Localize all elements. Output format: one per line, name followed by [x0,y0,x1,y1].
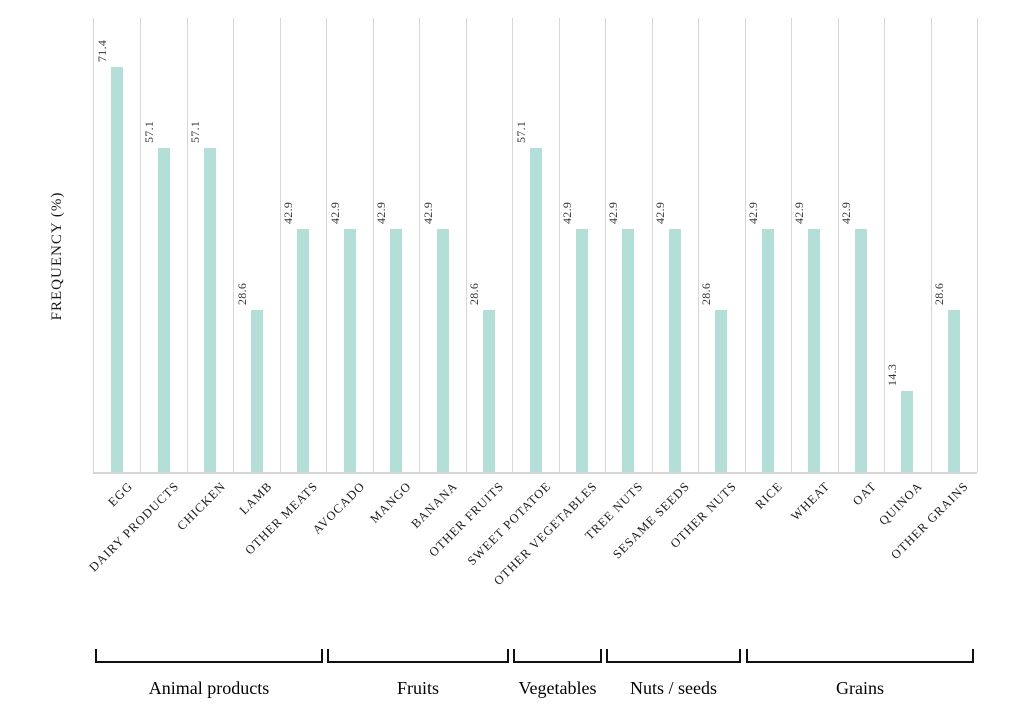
bar-value-label: 42.9 [792,201,806,224]
x-axis-label-egg: EGG [104,479,136,510]
bar-value-label: 28.6 [235,282,249,305]
group-bracket-vegetables [513,649,602,663]
gridline [419,18,420,472]
x-axis-label-mango: MANGO [367,479,414,526]
bar-value-label: 28.6 [932,282,946,305]
bar-tree-nuts [622,229,634,472]
gridline [559,18,560,472]
gridline [652,18,653,472]
group-label-fruits: Fruits [396,678,439,698]
group-label-animal-products: Animal products [148,678,270,698]
bar-other-vegetables [576,229,588,472]
bar-lamb [251,310,263,472]
gridline [280,18,281,472]
bar-value-label: 42.9 [560,201,574,224]
bar-value-label: 42.9 [374,201,388,224]
gridline [977,18,978,472]
group-label-nuts-seeds: Nuts / seeds [630,678,717,698]
gridline [373,18,374,472]
y-axis-title: FREQUENCY (%) [49,191,65,321]
gridline [187,18,188,472]
bar-banana [437,229,449,472]
bar-sweet-potatoe [530,148,542,472]
x-axis-label-oat: OAT [849,479,879,509]
group-label-vegetables: Vegetables [518,678,597,698]
group-bracket-animal-products [95,649,323,663]
gridline [931,18,932,472]
bar-dairy-products [158,148,170,472]
gridline [884,18,885,472]
bar-sesame-seeds [669,229,681,472]
x-axis-label-lamb: LAMB [236,479,275,518]
bar-value-label: 42.9 [281,201,295,224]
bar-other-nuts [715,310,727,472]
x-axis-label-dairy-products: DAIRY PRODUCTS [86,479,182,575]
gridline [140,18,141,472]
bar-value-label: 57.1 [188,120,202,143]
x-axis-label-rice: RICE [752,479,786,512]
bar-rice [762,229,774,472]
bar-wheat [808,229,820,472]
bar-avocado [344,229,356,472]
bar-egg [111,67,123,472]
gridline [233,18,234,472]
gridline [466,18,467,472]
x-axis-label-wheat: WHEAT [787,479,833,524]
bar-quinoa [901,391,913,472]
gridline [512,18,513,472]
group-label-grains: Grains [836,678,884,698]
bar-value-label: 42.9 [839,201,853,224]
bar-value-label: 57.1 [142,120,156,143]
bar-other-fruits [483,310,495,472]
group-bracket-nuts-seeds [606,649,741,663]
bar-value-label: 42.9 [746,201,760,224]
bar-chicken [204,148,216,472]
bar-oat [855,229,867,472]
gridline [698,18,699,472]
bar-mango [390,229,402,472]
x-axis-label-chicken: CHICKEN [173,479,229,534]
bar-value-label: 42.9 [421,201,435,224]
x-axis-label-sweet-potatoe: SWEET POTATOE [464,479,554,569]
bar-value-label: 28.6 [699,282,713,305]
gridline [791,18,792,472]
bar-value-label: 28.6 [467,282,481,305]
bar-other-grains [948,310,960,472]
group-bracket-fruits [327,649,509,663]
bar-value-label: 42.9 [606,201,620,224]
bar-other-meats [297,229,309,472]
bar-value-label: 71.4 [95,39,109,62]
gridline [838,18,839,472]
gridline [326,18,327,472]
bar-value-label: 42.9 [328,201,342,224]
plot-area: 71.4 57.1 57.1 28.6 42.9 42.9 42.9 42.9 28.6 57.1… [93,18,978,474]
group-bracket-grains [746,649,974,663]
gridline [605,18,606,472]
bar-value-label: 14.3 [885,363,899,386]
gridline [745,18,746,472]
bar-value-label: 57.1 [514,120,528,143]
bar-value-label: 42.9 [653,201,667,224]
